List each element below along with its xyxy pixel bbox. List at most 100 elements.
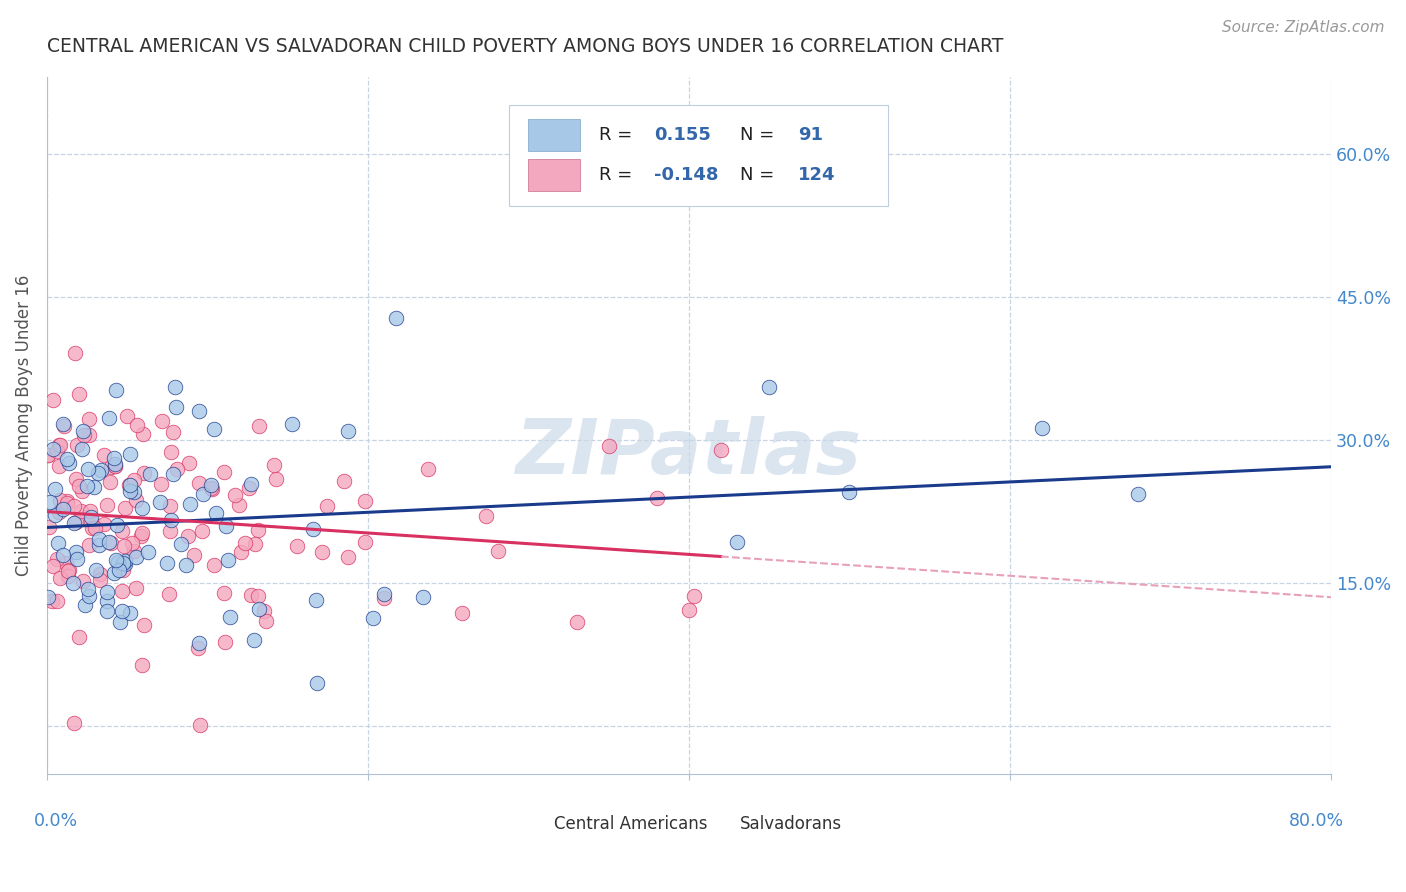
- Point: [758, 380, 780, 394]
- Point: [201, 483, 224, 497]
- Point: [247, 589, 270, 603]
- FancyBboxPatch shape: [513, 813, 547, 835]
- Point: [160, 445, 183, 459]
- Text: -0.148: -0.148: [654, 166, 718, 184]
- Point: [188, 475, 211, 490]
- Y-axis label: Child Poverty Among Boys Under 16: Child Poverty Among Boys Under 16: [15, 275, 32, 576]
- Point: [200, 481, 222, 495]
- Point: [122, 485, 145, 500]
- Point: [166, 461, 188, 475]
- Point: [838, 485, 860, 500]
- Point: [305, 593, 328, 607]
- Point: [179, 456, 201, 470]
- Point: [162, 467, 184, 482]
- Point: [58, 456, 80, 470]
- Point: [240, 476, 263, 491]
- Text: R =: R =: [599, 126, 633, 145]
- Point: [156, 556, 179, 570]
- Point: [451, 607, 474, 621]
- Point: [114, 557, 136, 571]
- Point: [361, 610, 384, 624]
- Text: 80.0%: 80.0%: [1289, 813, 1344, 830]
- Point: [200, 478, 222, 492]
- FancyBboxPatch shape: [529, 159, 579, 191]
- Point: [228, 498, 250, 512]
- Point: [77, 582, 100, 596]
- Point: [111, 524, 134, 539]
- Point: [80, 520, 103, 534]
- Point: [45, 594, 67, 608]
- Point: [243, 537, 266, 551]
- Point: [150, 414, 173, 428]
- Point: [46, 535, 69, 549]
- Point: [52, 548, 75, 562]
- Point: [285, 540, 308, 554]
- Point: [52, 417, 75, 432]
- Point: [90, 463, 112, 477]
- Point: [63, 499, 86, 513]
- Point: [305, 676, 328, 690]
- Point: [63, 516, 86, 531]
- Point: [217, 553, 239, 567]
- Point: [45, 552, 67, 566]
- Point: [333, 474, 356, 488]
- Point: [44, 482, 66, 496]
- FancyBboxPatch shape: [509, 105, 889, 206]
- Point: [212, 465, 235, 479]
- Point: [254, 615, 277, 629]
- Point: [89, 538, 111, 552]
- Text: R =: R =: [599, 166, 633, 184]
- Point: [44, 508, 66, 522]
- Point: [49, 571, 72, 585]
- Point: [111, 584, 134, 599]
- Point: [263, 458, 285, 472]
- Point: [191, 486, 214, 500]
- Point: [160, 513, 183, 527]
- Point: [239, 588, 262, 602]
- Point: [48, 505, 70, 519]
- Point: [354, 493, 377, 508]
- Text: ZIPat​las: ZIPat​las: [516, 417, 862, 491]
- Point: [1031, 421, 1053, 435]
- Point: [89, 566, 111, 581]
- Point: [49, 438, 72, 452]
- Point: [412, 591, 434, 605]
- Point: [170, 537, 193, 551]
- Point: [93, 517, 115, 532]
- Point: [121, 536, 143, 550]
- Point: [48, 437, 70, 451]
- Point: [77, 589, 100, 603]
- Point: [77, 538, 100, 552]
- Point: [53, 419, 76, 434]
- Point: [212, 586, 235, 600]
- Point: [76, 479, 98, 493]
- Point: [108, 615, 131, 629]
- Point: [131, 526, 153, 541]
- Point: [125, 492, 148, 507]
- Point: [66, 551, 89, 566]
- Point: [65, 516, 87, 530]
- Point: [159, 524, 181, 538]
- Point: [79, 504, 101, 518]
- Point: [118, 447, 141, 461]
- Point: [72, 425, 94, 439]
- Point: [218, 610, 240, 624]
- Point: [104, 384, 127, 398]
- Point: [56, 494, 79, 508]
- Point: [114, 554, 136, 568]
- Point: [337, 550, 360, 565]
- Point: [104, 458, 127, 473]
- Point: [83, 480, 105, 494]
- Point: [204, 558, 226, 572]
- Point: [373, 586, 395, 600]
- Point: [224, 488, 246, 502]
- Point: [475, 508, 498, 523]
- Point: [56, 496, 79, 510]
- Point: [682, 589, 704, 603]
- Point: [131, 501, 153, 516]
- Point: [150, 476, 173, 491]
- Point: [125, 550, 148, 565]
- FancyBboxPatch shape: [529, 120, 579, 151]
- Point: [191, 524, 214, 538]
- Point: [129, 528, 152, 542]
